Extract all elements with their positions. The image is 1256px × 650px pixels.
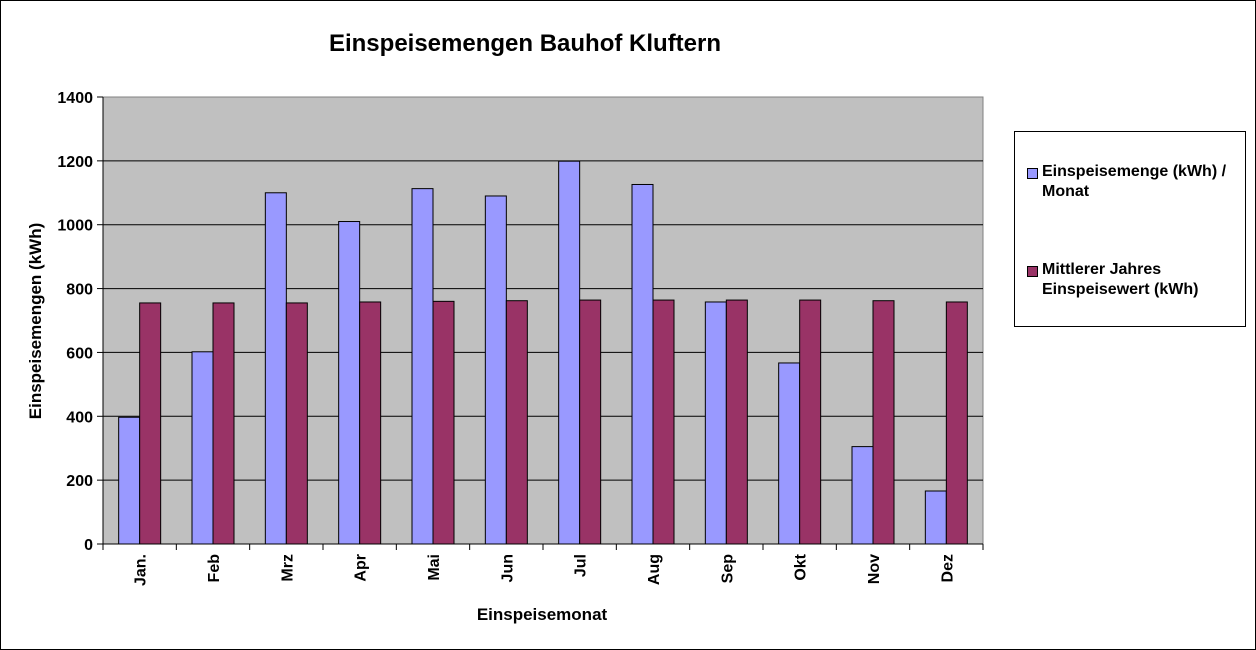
bar-series-2 xyxy=(505,300,528,545)
gridlines xyxy=(103,160,983,481)
y-axis-title: Einspeisemengen (kWh) xyxy=(26,223,45,419)
x-tick-label: Feb xyxy=(206,554,223,583)
legend-label-mittlerer-jahres-line-2: Einspeisewert (kWh) xyxy=(1042,281,1199,298)
x-tick-label: Mai xyxy=(426,554,443,581)
bar-series-2 xyxy=(799,299,822,545)
x-tick-label: Aug xyxy=(646,554,663,585)
bar-series-2 xyxy=(652,299,675,545)
y-tick-label: 400 xyxy=(66,409,93,426)
bar-series-1 xyxy=(704,301,727,545)
chart-title: Einspeisemengen Bauhof Kluftern xyxy=(329,30,721,57)
bar-series-1 xyxy=(191,351,214,545)
x-tick-label: Jul xyxy=(573,554,590,577)
bar-series-2 xyxy=(872,300,895,545)
bar-series-2 xyxy=(432,300,455,545)
legend-label-einspeisemenge-line-1: Einspeisemenge (kWh) / xyxy=(1042,163,1227,180)
y-tick-label: 0 xyxy=(84,537,93,554)
y-axis-ticks: 0 200 400 600 800 1000 1200 1400 xyxy=(57,90,103,554)
bar-series-1 xyxy=(558,160,581,545)
bar-series-1 xyxy=(264,192,287,545)
x-tick-label: Jan. xyxy=(133,554,150,586)
bars xyxy=(118,160,968,545)
legend-label-mittlerer-jahres-line-1: Mittlerer Jahres xyxy=(1042,261,1162,278)
x-axis-title: Einspeisemonat xyxy=(477,605,608,624)
legend-swatch-einspeisemenge xyxy=(1027,168,1038,179)
x-tick-label: Mrz xyxy=(279,554,296,582)
legend-swatch-mittlerer-jahres xyxy=(1027,266,1038,277)
bar-series-1 xyxy=(338,221,361,545)
x-axis-ticks: Jan. Feb Mrz Apr Mai Jun Jul Aug Sep Okt Nov Dez xyxy=(102,544,984,586)
bar-series-1 xyxy=(778,362,801,545)
legend-item-einspeisemenge: Einspeisemenge (kWh) / Monat xyxy=(1027,162,1243,202)
y-tick-label: 600 xyxy=(66,345,93,362)
y-tick-label: 1000 xyxy=(57,218,93,235)
bar-series-2 xyxy=(725,299,748,545)
bar-series-2 xyxy=(285,302,308,545)
x-tick-label: Okt xyxy=(793,553,810,580)
bar-series-2 xyxy=(945,301,968,545)
x-tick-label: Jun xyxy=(499,554,516,582)
legend-label-einspeisemenge-line-2: Monat xyxy=(1042,183,1090,200)
legend-item-mittlerer-jahres: Mittlerer Jahres Einspeisewert (kWh) xyxy=(1027,260,1243,300)
y-tick-label: 1200 xyxy=(57,154,93,171)
bar-series-2 xyxy=(139,302,162,545)
bar-series-1 xyxy=(411,188,434,545)
bar-series-1 xyxy=(924,490,947,545)
bar-series-2 xyxy=(359,301,382,545)
x-tick-label: Sep xyxy=(719,554,736,584)
x-tick-label: Apr xyxy=(353,554,370,582)
y-tick-label: 800 xyxy=(66,282,93,299)
x-tick-label: Nov xyxy=(866,554,883,584)
bar-series-1 xyxy=(851,446,874,545)
y-tick-label: 200 xyxy=(66,473,93,490)
bar-series-1 xyxy=(631,183,654,545)
bar-series-2 xyxy=(212,302,235,545)
legend: Einspeisemenge (kWh) / Monat Mittlerer J… xyxy=(1014,131,1246,327)
x-tick-label: Dez xyxy=(939,554,956,582)
plot-area xyxy=(102,96,984,545)
y-tick-label: 1400 xyxy=(57,90,93,107)
bar-series-2 xyxy=(579,299,602,545)
bar-series-1 xyxy=(118,416,141,545)
bar-series-1 xyxy=(484,195,507,545)
